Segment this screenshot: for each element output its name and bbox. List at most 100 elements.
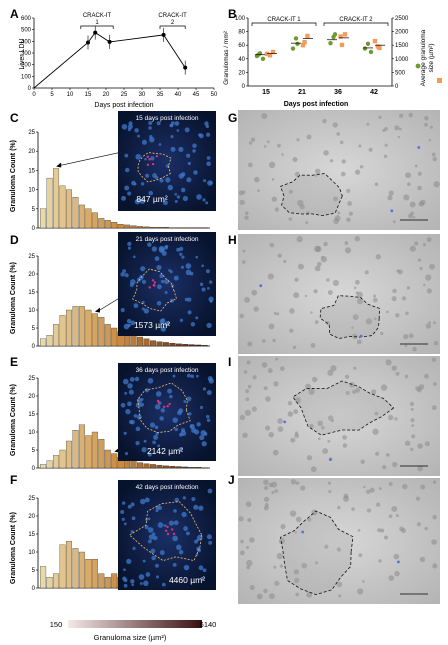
chart-f-bar: [46, 577, 53, 589]
chart-e-bar: [72, 430, 79, 469]
micrograph-c-nucleus: [193, 170, 198, 175]
chart-f-bar: [72, 548, 79, 589]
micrograph-c-nucleus: [181, 172, 186, 177]
ihc-j-stain: [396, 560, 400, 564]
chart-b-y2-tick-label: 1000: [395, 57, 409, 63]
micrograph-d-nucleus: [187, 310, 192, 315]
ihc-g-cell: [412, 216, 416, 219]
ihc-j-cell: [378, 559, 382, 563]
micrograph-d-nucleus: [141, 307, 145, 311]
micrograph-d-nucleus: [126, 318, 132, 324]
chart-c-bar: [53, 168, 60, 229]
ihc-g-cell: [424, 115, 429, 121]
ihc-g-cell: [378, 115, 382, 119]
chart-a-bracket-label: CRACK-IT: [83, 13, 112, 19]
micrograph-d-nucleus: [187, 297, 192, 302]
chart-a-x-tick-label: 40: [175, 92, 182, 98]
chart-b-orange-point: [270, 49, 276, 55]
chart-b-orange-point: [372, 38, 378, 44]
micrograph-c-nucleus: [186, 177, 192, 183]
ihc-g-cell: [366, 122, 370, 126]
chart-a-xlabel: Days post infection: [94, 102, 153, 109]
ihc-i-cell: [411, 434, 416, 439]
micrograph-c-nucleus: [124, 153, 129, 158]
granuloma-size-axis: 150 6140 Granuloma size (µm²): [50, 620, 216, 642]
micrograph-f-nucleus: [198, 565, 204, 571]
ihc-i-cell: [424, 373, 429, 379]
micrograph-e-nucleus: [189, 423, 195, 430]
micrograph-d-area: 1573 µm²: [134, 320, 170, 330]
micrograph-e-nucleus: [127, 383, 133, 389]
ihc-h-cell: [433, 340, 439, 346]
micrograph-f-nucleus: [143, 580, 149, 587]
ihc-i-cell: [330, 365, 337, 372]
ihc-g-cell: [387, 195, 393, 201]
ihc-h-cell: [386, 310, 389, 314]
ihc-g-cell: [405, 172, 412, 179]
ihc-g-cell: [383, 154, 388, 159]
chart-c-histogram: Granuloma Count (%) 0 5 10 15 20 25: [10, 130, 210, 232]
chart-a-y-tick-label: 500: [21, 28, 32, 34]
chart-d-bar: [85, 309, 92, 347]
ihc-i-cell: [432, 382, 437, 386]
micrograph-d-nucleus: [143, 308, 150, 314]
micrograph-c-nucleus: [137, 134, 141, 138]
micrograph-f-nucleus: [178, 549, 184, 555]
micrograph-d-nucleus: [164, 321, 170, 326]
micrograph-d-nucleus: [190, 322, 196, 327]
micrograph-e-nucleus: [120, 402, 126, 408]
ihc-j-cell: [402, 483, 408, 490]
micrograph-c-nucleus: [203, 179, 207, 183]
chart-f-bar: [104, 577, 111, 589]
ihc-h-cell: [403, 333, 409, 340]
micrograph-f-bacteria: [172, 532, 176, 536]
micrograph-f-nucleus: [147, 517, 151, 521]
ihc-i-cell: [415, 386, 420, 391]
micrograph-c-nucleus: [158, 143, 162, 146]
ihc-i-cell: [251, 406, 257, 412]
micrograph-c-nucleus: [174, 121, 180, 126]
ihc-h-cell: [316, 261, 322, 267]
micrograph-d-nucleus: [147, 242, 152, 247]
ihc-g-cell: [248, 141, 253, 145]
ihc-g-cell: [297, 199, 304, 207]
ihc-h-cell: [268, 323, 275, 330]
micrograph-e-nucleus: [144, 388, 150, 393]
micrograph-e-nucleus: [134, 376, 140, 382]
ihc-j-cell: [264, 503, 269, 508]
ihc-i-cell: [342, 435, 347, 440]
micrograph-e-nucleus: [174, 427, 179, 432]
chart-b-y-tick-label: 100: [235, 16, 246, 22]
panel-letter-d: D: [10, 233, 19, 247]
micrograph-e-nucleus: [139, 402, 144, 407]
micrograph-d-nucleus: [189, 271, 194, 276]
ihc-h-cell: [426, 237, 432, 243]
chart-e-bar: [98, 439, 105, 469]
ihc-j-cell: [306, 591, 313, 598]
chart-d-y-tick-label: 15: [28, 290, 35, 296]
ihc-h-cell: [372, 297, 378, 303]
ihc-i-cell: [327, 439, 331, 443]
ihc-h-cell: [242, 249, 246, 253]
ihc-h-stain: [259, 284, 263, 288]
micrograph-c-nucleus: [121, 195, 126, 201]
micrograph-e-nucleus: [178, 432, 183, 437]
chart-c-bar: [149, 227, 156, 229]
micrograph-f-nucleus: [132, 546, 136, 550]
chart-d-bar: [53, 324, 60, 347]
micrograph-f-nucleus: [206, 534, 212, 540]
micrograph-c-bacteria: [155, 154, 159, 158]
micrograph-f-nucleus: [130, 502, 135, 507]
chart-b-y2-tick-label: 1500: [395, 43, 409, 49]
ihc-j-cell: [395, 514, 399, 518]
ihc-h-cell: [429, 263, 436, 270]
ihc-g-cell: [292, 157, 298, 163]
micrograph-e-nucleus: [154, 425, 159, 430]
micrograph-e-nucleus: [159, 416, 164, 421]
ihc-i-cell: [371, 389, 377, 395]
ihc-i-cell: [321, 425, 325, 430]
ihc-j-cell: [307, 517, 312, 522]
micrograph-d-nucleus: [179, 246, 184, 251]
ihc-g-cell: [368, 147, 373, 152]
ihc-j-cell: [264, 485, 269, 491]
